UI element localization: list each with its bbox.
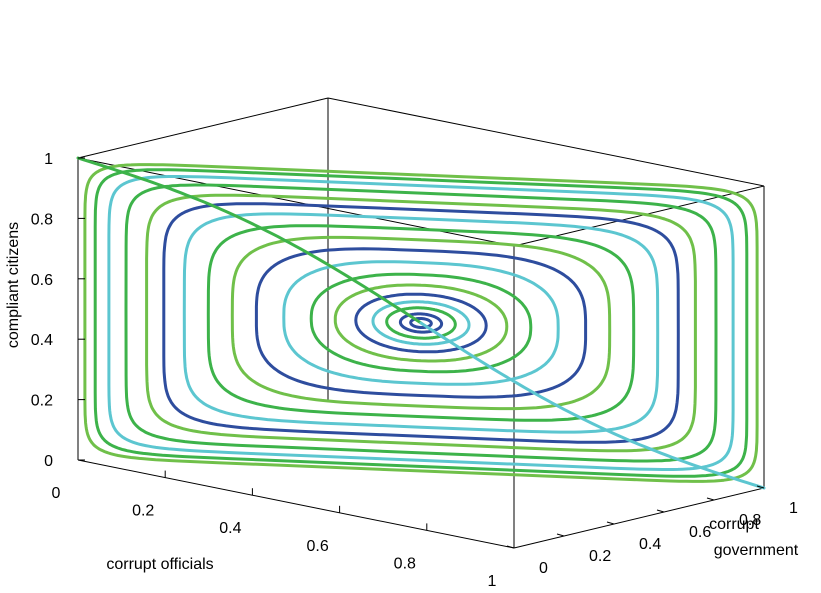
y-tick-mark — [506, 545, 515, 549]
separatrix-trajectory — [76, 156, 423, 325]
y-tick-mark — [706, 497, 715, 501]
trajectory-orbit — [83, 163, 759, 483]
y-axis-label-line2: government — [714, 542, 799, 559]
z-tick-label: 0.8 — [31, 211, 53, 228]
x-tick-label: 0.8 — [394, 555, 416, 572]
trajectory-orbit — [409, 317, 433, 329]
box-edge — [77, 459, 515, 549]
trajectory-layer — [76, 156, 766, 490]
trajectory-orbit — [371, 300, 471, 346]
y-tick-mark — [756, 485, 765, 489]
trajectory-orbit — [124, 183, 718, 463]
box-edge — [77, 97, 329, 159]
trajectory-orbit — [385, 306, 457, 340]
z-tick-label: 0.2 — [31, 393, 53, 410]
trajectory-orbit — [162, 202, 680, 444]
y-tick-label: 0.2 — [589, 548, 611, 565]
separatrix-trajectory — [419, 321, 766, 490]
trajectory-orbit — [333, 283, 509, 363]
y-tick-label: 0.6 — [689, 524, 711, 541]
trajectory-orbit — [282, 260, 560, 386]
y-axis-label-line1: corrupt — [709, 516, 759, 533]
x-tick-label: 0.2 — [132, 503, 154, 520]
trajectory-orbit — [354, 292, 488, 354]
y-tick-mark — [556, 533, 565, 537]
trajectory-orbit — [93, 168, 749, 478]
y-tick-mark — [606, 521, 615, 525]
z-axis-label: compliant citizens — [5, 222, 22, 348]
x-axis-label: corrupt officials — [106, 556, 213, 573]
z-tick-label: 0 — [44, 453, 53, 470]
trajectory-orbit — [145, 193, 697, 453]
x-tick-label: 0.4 — [219, 520, 241, 537]
trajectory-orbit — [230, 235, 612, 411]
box-edge — [513, 487, 765, 549]
y-tick-label: 0.8 — [739, 512, 761, 529]
x-tick-label: 0.6 — [306, 538, 328, 555]
box-edge — [327, 97, 765, 187]
trajectory-orbit — [107, 175, 735, 471]
trajectory-orbit — [309, 272, 533, 374]
y-tick-label: 1 — [789, 500, 798, 517]
trajectory-orbit — [398, 312, 444, 334]
x-tick-label: 0 — [52, 485, 61, 502]
trajectory-orbit — [254, 247, 588, 399]
y-tick-label: 0.4 — [639, 536, 661, 553]
y-tick-mark — [656, 509, 665, 513]
z-tick-label: 1 — [44, 151, 53, 168]
y-tick-label: 0 — [539, 560, 548, 577]
z-tick-label: 0.6 — [31, 272, 53, 289]
tick-layer: 0 0.2 0.4 0.6 0.8 1 0 0.2 0.4 0.6 0.8 1 0 0.2 0.4 0.6 0.… — [31, 151, 798, 590]
trajectory-orbit — [182, 212, 660, 434]
trajectory-orbit — [206, 224, 636, 422]
x-tick-label: 1 — [488, 573, 497, 588]
z-tick-label: 0.4 — [31, 332, 53, 349]
